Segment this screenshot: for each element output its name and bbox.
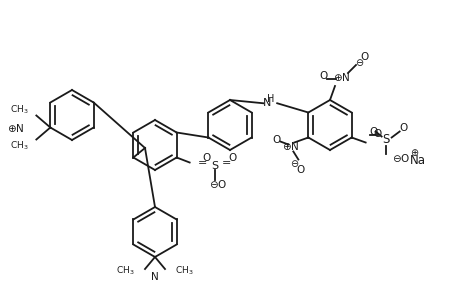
- Text: O: O: [319, 71, 327, 81]
- Text: N: N: [263, 98, 271, 108]
- Text: $\mathregular{CH_3}$: $\mathregular{CH_3}$: [10, 139, 28, 152]
- Text: O: O: [228, 152, 236, 163]
- Text: =: =: [222, 158, 231, 169]
- Text: Na: Na: [409, 154, 425, 166]
- Text: S: S: [381, 133, 388, 146]
- Text: $\ominus$: $\ominus$: [355, 56, 364, 68]
- Text: N: N: [151, 272, 158, 282]
- Text: $\oplus$N: $\oplus$N: [7, 122, 24, 134]
- Text: $\mathregular{CH_3}$: $\mathregular{CH_3}$: [174, 265, 193, 277]
- Text: $\ominus$O: $\ominus$O: [208, 178, 226, 190]
- Text: $\oplus$N: $\oplus$N: [333, 71, 350, 83]
- Text: O: O: [272, 134, 280, 145]
- Text: O: O: [369, 127, 377, 136]
- Text: =: =: [197, 158, 207, 169]
- Text: O: O: [399, 122, 407, 133]
- Text: $\mathregular{CH_3}$: $\mathregular{CH_3}$: [116, 265, 134, 277]
- Text: $\mathregular{CH_3}$: $\mathregular{CH_3}$: [10, 103, 28, 116]
- Text: O: O: [373, 128, 381, 139]
- Text: O: O: [202, 152, 210, 163]
- Text: $\ominus$: $\ominus$: [289, 158, 298, 169]
- Text: $\ominus$O: $\ominus$O: [391, 152, 409, 164]
- Text: H: H: [267, 94, 274, 104]
- Text: O: O: [360, 52, 368, 62]
- Text: O: O: [296, 164, 304, 175]
- Text: $\oplus$N: $\oplus$N: [281, 140, 298, 152]
- Text: S: S: [211, 160, 218, 170]
- Text: $\oplus$: $\oplus$: [409, 146, 419, 158]
